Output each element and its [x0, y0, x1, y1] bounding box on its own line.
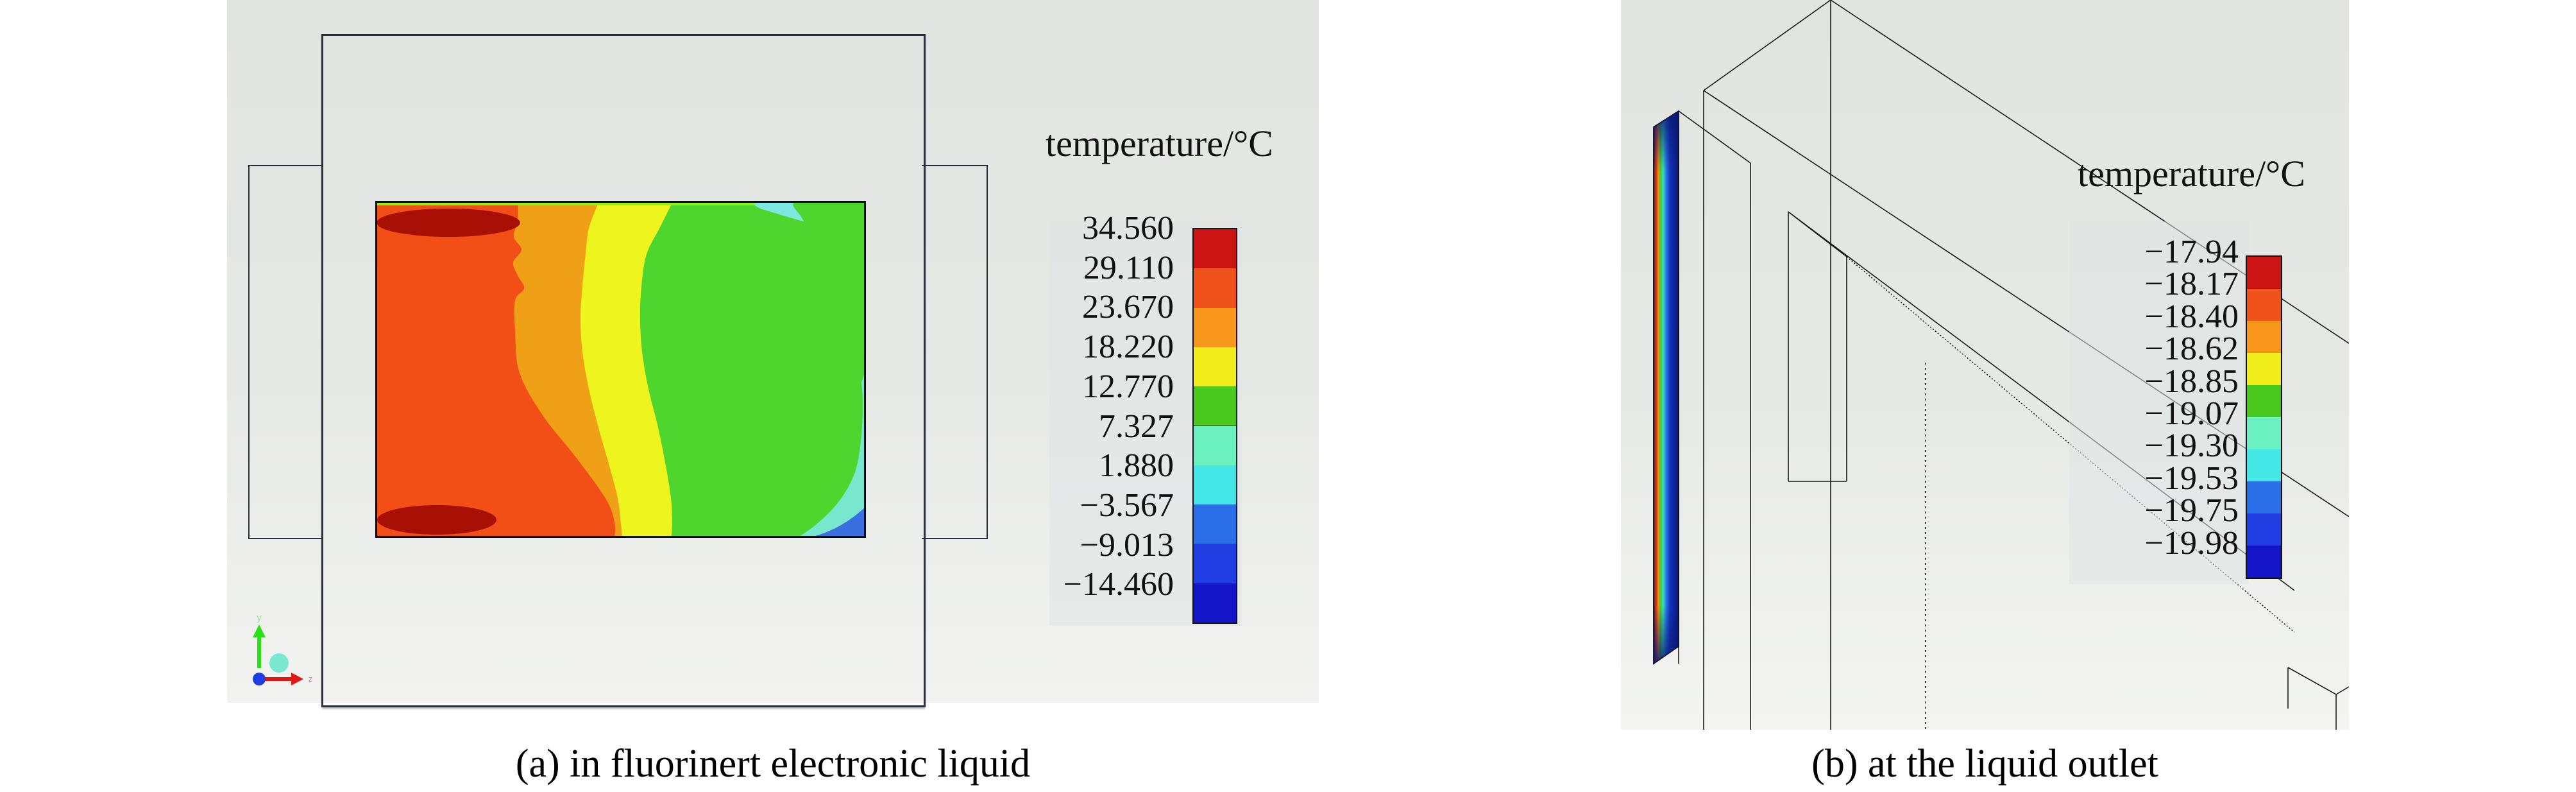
svg-text:z: z	[309, 674, 313, 684]
svg-text:y: y	[257, 612, 262, 623]
